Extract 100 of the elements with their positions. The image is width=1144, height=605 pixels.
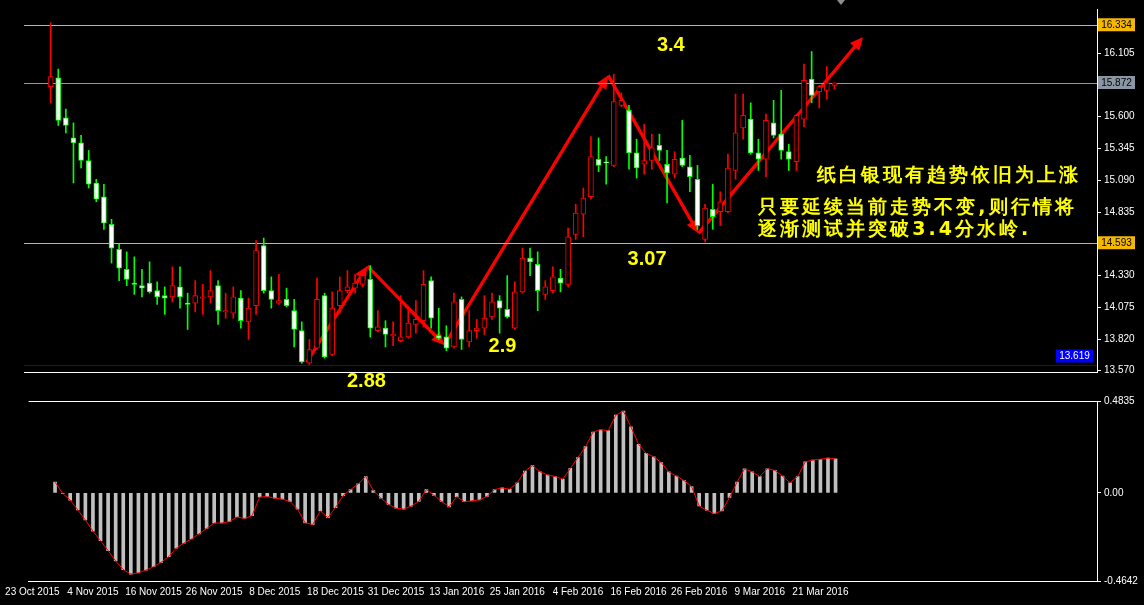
bar [75,493,80,511]
bar [606,430,611,493]
bar [212,493,217,524]
bar [803,461,808,493]
y-tick-label: 15.345 [1104,142,1136,154]
candlestick [413,300,419,334]
bar [159,493,163,563]
y-tick-label: 13.570 [1104,364,1136,376]
bar [576,457,580,493]
candlestick [161,286,168,315]
candlestick [200,284,206,315]
bar [538,471,542,493]
ref-line-label: 13.619 [1059,350,1091,362]
bar [788,482,792,493]
bar [591,431,595,493]
candlestick [435,307,442,340]
bar [166,493,171,557]
candlestick [824,66,830,100]
candlestick [641,123,648,175]
annotation: 只要延续当前走势不变,则行情将 [757,195,1077,218]
candlestick [276,274,282,305]
bar [250,493,254,516]
bar [182,493,186,544]
bar [553,476,558,493]
x-tick-label: 9 Mar 2016 [734,585,786,597]
candlestick [679,120,686,168]
x-tick-label: 25 Jan 2016 [489,585,546,597]
annotation: 2.9 [488,334,517,357]
bar [682,480,686,493]
bar [667,471,671,493]
bar [523,470,527,493]
candlestick [473,319,480,339]
bar [659,462,664,493]
candlestick [192,280,199,313]
annotation: 3.4 [656,33,686,56]
x-tick-label: 16 Nov 2015 [125,585,183,597]
x-tick-label: 8 Dec 2015 [249,585,301,597]
bar [712,493,717,514]
candlestick [709,183,716,230]
bar [310,493,315,525]
bar [704,493,709,511]
bar [629,426,633,493]
x-tick-label: 21 Mar 2016 [792,585,849,597]
y-tick-label: 14.835 [1104,206,1136,218]
ref-line-label: 16.334 [1101,19,1133,31]
bar [651,456,656,493]
ref-line-label: 15.872 [1101,76,1133,88]
bar [318,493,323,512]
bar [197,493,201,535]
ref-line-label: 14.593 [1101,236,1133,248]
bar [750,471,755,493]
y-tick-label: 16.105 [1104,47,1136,59]
annotation: 2.88 [346,369,386,392]
bar [409,493,414,507]
bar [394,493,398,509]
bar [773,470,777,493]
y-tick-label: -0.4642 [1104,574,1139,586]
annotation: 逐渐测试并突破3.4分水岭. [757,217,1032,240]
bar [53,481,57,493]
candlestick [664,150,670,204]
bar [106,493,110,551]
bar [174,493,179,549]
x-tick-label: 26 Feb 2016 [671,585,728,597]
y-tick-label: 0.00 [1104,486,1124,498]
x-tick-label: 26 Nov 2015 [185,585,243,597]
bar [515,482,520,493]
candlestick [504,275,511,319]
bar [613,414,618,493]
bar [720,493,724,512]
x-tick-label: 31 Dec 2015 [367,585,425,597]
x-tick-label: 4 Nov 2015 [67,585,119,597]
x-tick-label: 4 Feb 2016 [552,585,604,597]
annotation: 3.07 [627,246,667,269]
y-tick-label: 14.075 [1104,301,1136,313]
bar [826,457,830,493]
candlestick [778,90,785,160]
bar [129,493,133,575]
bar [219,493,224,524]
candlestick [603,156,609,185]
bar [121,493,126,570]
candlestick [139,269,145,298]
bar [326,493,330,519]
bar [144,493,148,571]
x-tick-label: 16 Feb 2016 [610,585,668,597]
bar [235,493,239,518]
y-tick-label: 0.4835 [1104,394,1136,406]
bar [303,493,307,524]
y-tick-label: 15.090 [1104,174,1136,186]
y-tick-label: 13.820 [1104,333,1136,345]
y-tick-label: 15.600 [1104,110,1136,122]
bar [811,459,815,493]
bar [644,453,648,493]
bar [560,478,565,493]
bar [91,493,95,532]
x-tick-label: 13 Jan 2016 [429,585,485,597]
x-tick-label: 23 Oct 2015 [5,585,61,597]
bar [757,476,762,493]
bar [113,493,118,562]
annotation: 纸白银现有趋势依旧为上涨 [815,163,1081,186]
y-tick-label: 14.330 [1104,269,1136,281]
